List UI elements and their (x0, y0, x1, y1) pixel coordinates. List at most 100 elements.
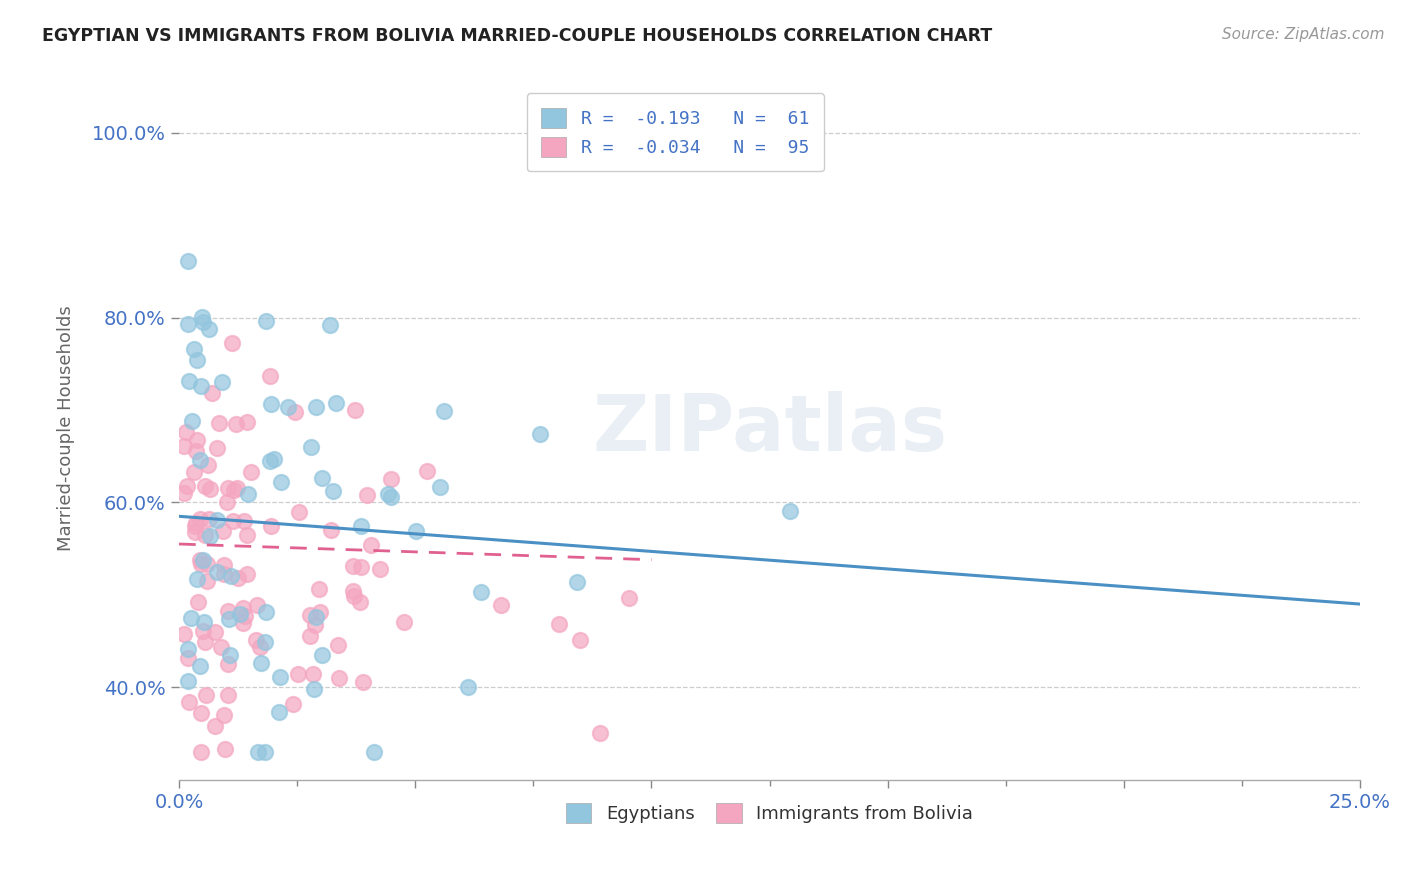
Point (177, 317, 200, 331)
Point (184, 518, 207, 533)
Point (236, 527, 259, 541)
Point (205, 513, 228, 527)
Point (188, 553, 211, 567)
Point (259, 369, 281, 384)
Point (191, 315, 214, 329)
Point (190, 706, 212, 720)
Point (245, 633, 267, 648)
Point (311, 471, 333, 485)
Point (392, 615, 415, 629)
Point (299, 440, 322, 454)
Point (224, 483, 246, 497)
Point (284, 404, 307, 418)
Point (343, 589, 366, 603)
Point (204, 624, 226, 639)
Point (177, 254, 200, 268)
Point (352, 674, 374, 689)
Point (217, 495, 239, 509)
Point (311, 648, 333, 662)
Point (368, 562, 391, 576)
Point (547, 616, 569, 631)
Point (236, 566, 259, 581)
Point (198, 321, 221, 335)
Point (360, 538, 382, 552)
Point (209, 640, 232, 654)
Point (187, 595, 209, 609)
Point (183, 343, 205, 357)
Point (433, 403, 456, 417)
Point (283, 697, 305, 711)
Point (259, 454, 281, 468)
Point (194, 527, 217, 541)
Point (589, 726, 612, 740)
Point (457, 680, 479, 694)
Point (269, 670, 291, 684)
Point (254, 605, 277, 619)
Point (194, 479, 217, 493)
Point (328, 638, 350, 652)
Point (405, 524, 427, 538)
Point (193, 615, 215, 630)
Point (217, 481, 239, 495)
Point (212, 558, 235, 572)
Point (173, 439, 195, 453)
Point (249, 640, 271, 655)
Point (177, 673, 200, 688)
Text: EGYPTIAN VS IMMIGRANTS FROM BOLIVIA MARRIED-COUPLE HOUSEHOLDS CORRELATION CHART: EGYPTIAN VS IMMIGRANTS FROM BOLIVIA MARR… (42, 27, 993, 45)
Point (205, 441, 228, 455)
Point (429, 480, 451, 494)
Point (217, 689, 239, 703)
Point (254, 635, 277, 649)
Point (308, 582, 330, 596)
Point (380, 490, 402, 504)
Point (211, 375, 233, 389)
Point (232, 514, 254, 528)
Point (222, 514, 245, 528)
Point (240, 465, 263, 479)
Point (219, 569, 242, 583)
Point (214, 742, 236, 756)
Point (226, 481, 249, 495)
Point (225, 417, 247, 432)
Point (212, 707, 235, 722)
Point (190, 557, 212, 571)
Point (194, 635, 217, 649)
Point (299, 629, 322, 643)
Point (176, 479, 198, 493)
Point (201, 385, 224, 400)
Point (260, 518, 283, 533)
Point (232, 616, 254, 631)
Point (186, 353, 208, 368)
Point (174, 425, 197, 439)
Point (288, 505, 311, 519)
Point (328, 671, 350, 685)
Legend: Egyptians, Immigrants from Bolivia: Egyptians, Immigrants from Bolivia (555, 792, 984, 834)
Point (221, 336, 243, 351)
Point (195, 557, 218, 571)
Point (253, 745, 276, 759)
Point (254, 313, 277, 327)
Point (267, 705, 290, 719)
Point (177, 642, 200, 657)
Point (247, 745, 270, 759)
Point (193, 553, 215, 567)
Point (205, 566, 228, 580)
Point (350, 560, 373, 574)
Point (188, 452, 211, 467)
Text: Source: ZipAtlas.com: Source: ZipAtlas.com (1222, 27, 1385, 42)
Point (236, 486, 259, 500)
Point (277, 400, 299, 414)
Point (217, 657, 239, 672)
Point (260, 397, 283, 411)
Point (186, 434, 208, 448)
Point (380, 472, 402, 486)
Point (344, 403, 367, 417)
Point (304, 618, 326, 632)
Point (529, 426, 551, 441)
Point (186, 572, 208, 586)
Point (319, 318, 342, 332)
Point (356, 488, 378, 502)
Point (198, 512, 221, 526)
Point (197, 458, 219, 472)
Y-axis label: Married-couple Households: Married-couple Households (58, 306, 75, 551)
